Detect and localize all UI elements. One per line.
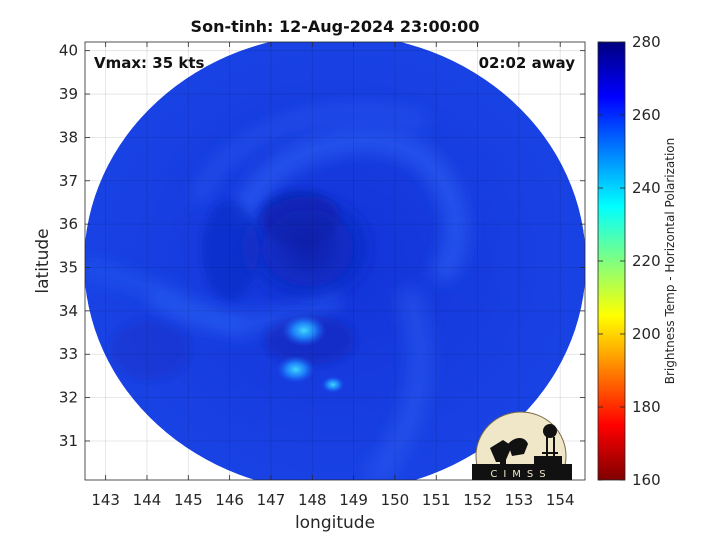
cold-spot: [276, 355, 316, 384]
y-tick-label: 33: [59, 345, 78, 363]
colorbar-ticks: 160 180 200 220 240 260 280: [598, 33, 661, 489]
y-tick-label: 36: [59, 215, 78, 233]
y-axis-label: latitude: [33, 228, 53, 293]
cimss-logo: CIMSS: [472, 411, 572, 480]
vmax-label: Vmax: 35 kts: [94, 54, 204, 72]
graticule: [85, 42, 585, 480]
x-axis-label: longitude: [295, 513, 375, 533]
time-away-label: 02:02 away: [479, 54, 576, 72]
x-tick-label: 148: [298, 491, 327, 509]
colorbar-tick-label: 200: [632, 325, 661, 343]
y-tick-label: 31: [59, 432, 78, 450]
x-tick-label: 150: [381, 491, 410, 509]
cold-spots: [276, 314, 345, 393]
y-tick-label: 38: [59, 128, 78, 146]
colorbar-tick-label: 180: [632, 398, 661, 416]
x-tick-label: 154: [546, 491, 575, 509]
x-tick-label: 146: [215, 491, 244, 509]
microwave-swath: [85, 42, 585, 480]
x-tick-label: 147: [257, 491, 286, 509]
spiral-bands: [85, 103, 469, 480]
x-tick-label: 143: [91, 491, 120, 509]
chart-title: Son-tinh: 12-Aug-2024 23:00:00: [191, 17, 480, 36]
x-tick-label: 144: [133, 491, 162, 509]
x-tick-label: 149: [339, 491, 368, 509]
y-tick-label: 32: [59, 389, 78, 407]
y-tick-label: 37: [59, 172, 78, 190]
axes-frame: [84, 41, 586, 481]
y-tick-label: 39: [59, 85, 78, 103]
y-axis: 31 32 33 34 35 36 37 38 39 40: [59, 42, 585, 450]
colorbar-tick-label: 220: [632, 252, 661, 270]
colorbar-label: Brightness Temp - Horizontal Polarizatio…: [663, 138, 677, 385]
x-tick-label: 151: [422, 491, 451, 509]
x-tick-label: 145: [174, 491, 203, 509]
logo-text: CIMSS: [490, 469, 551, 480]
x-axis: 143 144 145 146 147 148 149 150 151 152 153 154: [91, 42, 575, 509]
colorbar: 160 180 200 220 240 260 280 Brightness Temp - …: [597, 33, 677, 489]
cold-spot: [281, 314, 327, 347]
x-tick-label: 153: [505, 491, 534, 509]
colorbar-tick-label: 260: [632, 106, 661, 124]
y-tick-label: 40: [59, 42, 78, 60]
x-tick-label: 152: [463, 491, 492, 509]
dark-core: [110, 188, 378, 380]
y-tick-label: 35: [59, 259, 78, 277]
cold-spot: [321, 376, 345, 393]
colorbar-tick-label: 240: [632, 179, 661, 197]
colorbar-tick-label: 280: [632, 33, 661, 51]
y-tick-label: 34: [59, 302, 78, 320]
colorbar-tick-label: 160: [632, 471, 661, 489]
